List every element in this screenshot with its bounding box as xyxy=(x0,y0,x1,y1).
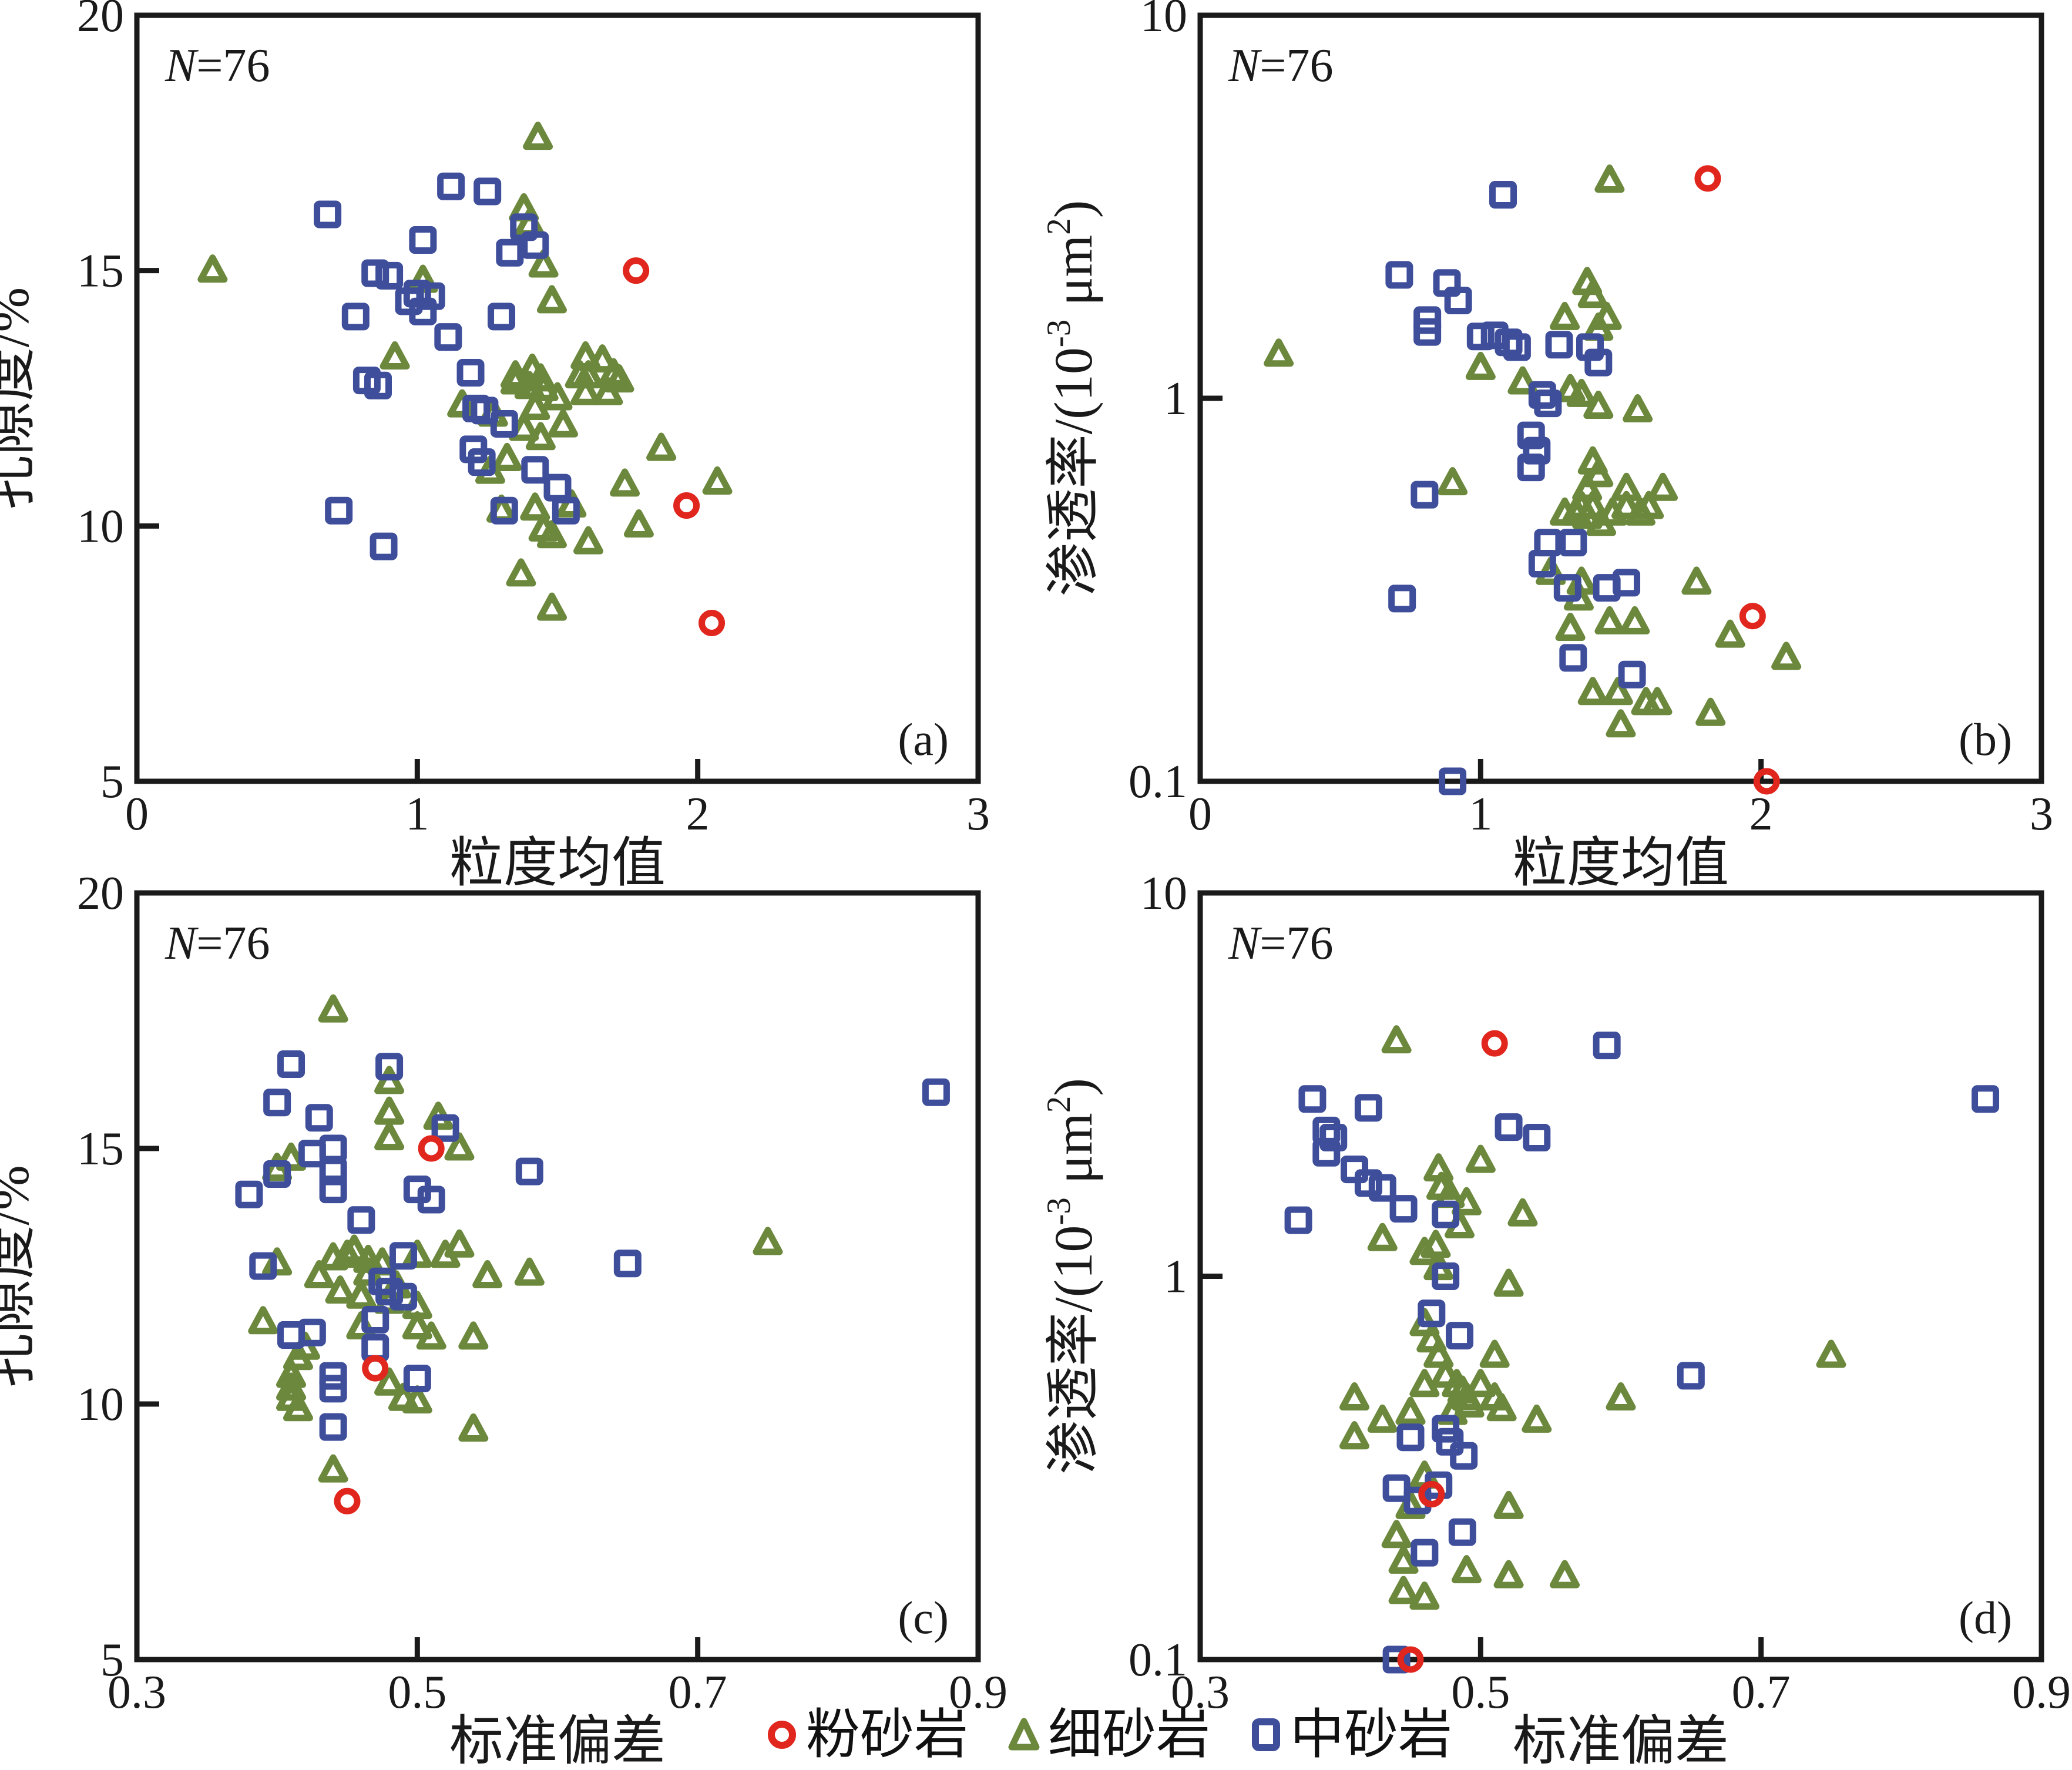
x-tick-label: 0.9 xyxy=(949,1667,1008,1718)
x-tick-label: 0 xyxy=(1188,788,1212,840)
y-tick-label: 10 xyxy=(1140,0,1187,42)
series-silt xyxy=(1694,165,1780,795)
plot-frame-a xyxy=(134,12,981,784)
panel-b: 0 1 2 3 0.1 1 10 粒度均值 渗透率/(10-3 μm2) N=76 (b) xyxy=(1040,0,2053,893)
y-axis-title-c: 孔隙度/% xyxy=(0,1165,40,1387)
x-tick-label: 1 xyxy=(1469,788,1492,840)
x-tick-label: 0.7 xyxy=(1732,1667,1791,1718)
series-fine-sand xyxy=(248,994,783,1483)
y-tick-label: 10 xyxy=(77,1379,124,1430)
x-tick-label: 0.7 xyxy=(669,1667,727,1718)
series-silt xyxy=(1397,1030,1508,1673)
y-tick-label: 15 xyxy=(77,246,124,297)
y-tick-label: 5 xyxy=(100,1634,124,1686)
panel-a: 0 1 2 3 5 10 15 20 粒度均值 孔隙度/% N=76 (a) xyxy=(0,0,990,893)
x-tick-label: 0.5 xyxy=(1451,1667,1510,1718)
x-tick-label: 3 xyxy=(966,788,990,840)
y-tick-label: 10 xyxy=(77,501,124,552)
y-tick-label: 20 xyxy=(77,868,124,919)
y-axis-title-a: 孔隙度/% xyxy=(0,287,40,509)
plot-frame-c xyxy=(134,890,981,1662)
y-axis-title-b: 渗透率/(10-3 μm2) xyxy=(1040,200,1103,597)
series-fine-sand xyxy=(197,122,733,621)
legend-item-silt: 粉砂岩 xyxy=(764,1708,968,1762)
series-silt xyxy=(623,257,726,637)
series-medium-sand xyxy=(1284,1032,2000,1674)
x-tick-label: 3 xyxy=(2030,788,2053,840)
y-tick-label: 15 xyxy=(77,1123,124,1175)
series-medium-sand xyxy=(235,1050,950,1441)
y-tick-label: 1 xyxy=(1164,1251,1187,1303)
fine-sand-triangle-icon xyxy=(1008,1718,1040,1751)
panel-label-c: (c) xyxy=(898,1592,949,1643)
y-tick-label: 0.1 xyxy=(1129,756,1187,808)
legend-label-silt: 粉砂岩 xyxy=(806,1705,969,1765)
x-tick-label: 0.3 xyxy=(1171,1667,1230,1718)
y-tick-label: 1 xyxy=(1164,373,1187,425)
series-silt xyxy=(334,1135,445,1514)
series-medium-sand xyxy=(1385,180,1646,795)
panel-label-b: (b) xyxy=(1959,714,2012,765)
sample-count-annotation-d: N=76 xyxy=(1228,918,1333,969)
legend-item-medium-sand: 中砂岩 xyxy=(1248,1708,1452,1762)
x-tick-label: 2 xyxy=(686,788,710,840)
legend-label-medium-sand: 中砂岩 xyxy=(1290,1705,1453,1765)
y-tick-label: 20 xyxy=(77,0,124,42)
y-tick-label: 0.1 xyxy=(1129,1634,1187,1686)
legend: 粉砂岩 细砂岩 中砂岩 xyxy=(764,1700,1452,1770)
sample-count-annotation-b: N=76 xyxy=(1228,40,1333,92)
legend-label-fine-sand: 细砂岩 xyxy=(1048,1705,1211,1765)
x-axis-title-c: 标准偏差 xyxy=(449,1711,666,1764)
y-tick-label: 10 xyxy=(1140,868,1187,919)
panel-c: 0.3 0.5 0.7 0.9 5 10 15 20 标准偏差 孔隙度/% N=76 (c) xyxy=(0,868,1008,1764)
x-tick-label: 0.3 xyxy=(108,1667,166,1718)
silt-circle-icon xyxy=(768,1721,796,1749)
x-tick-label: 2 xyxy=(1749,788,1773,840)
x-tick-label: 0 xyxy=(125,788,149,840)
medium-sand-square-icon xyxy=(1252,1718,1281,1751)
y-axis-title-d: 渗透率/(10-3 μm2) xyxy=(1040,1078,1103,1475)
panel-label-d: (d) xyxy=(1959,1592,2012,1643)
series-fine-sand xyxy=(1339,1025,1846,1610)
panel-d: 0.3 0.5 0.7 0.9 0.1 1 10 标准偏差 渗透率/(10-3 μm2) N=76… xyxy=(1040,868,2071,1764)
panel-label-a: (a) xyxy=(898,714,949,765)
x-axis-title-b: 粒度均值 xyxy=(1513,833,1729,893)
x-axis-title-d: 标准偏差 xyxy=(1513,1711,1729,1764)
x-tick-label: 1 xyxy=(405,788,429,840)
series-medium-sand xyxy=(314,172,580,560)
sample-count-annotation-a: N=76 xyxy=(164,40,270,92)
y-tick-label: 5 xyxy=(100,756,124,808)
x-tick-label: 0.5 xyxy=(388,1667,446,1718)
plot-frame-d xyxy=(1197,890,2044,1662)
sample-count-annotation-c: N=76 xyxy=(164,918,270,969)
series-fine-sand xyxy=(1264,164,1802,738)
x-tick-label: 0.9 xyxy=(2012,1667,2071,1718)
legend-item-fine-sand: 细砂岩 xyxy=(1006,1708,1210,1762)
x-axis-title-a: 粒度均值 xyxy=(449,833,666,893)
